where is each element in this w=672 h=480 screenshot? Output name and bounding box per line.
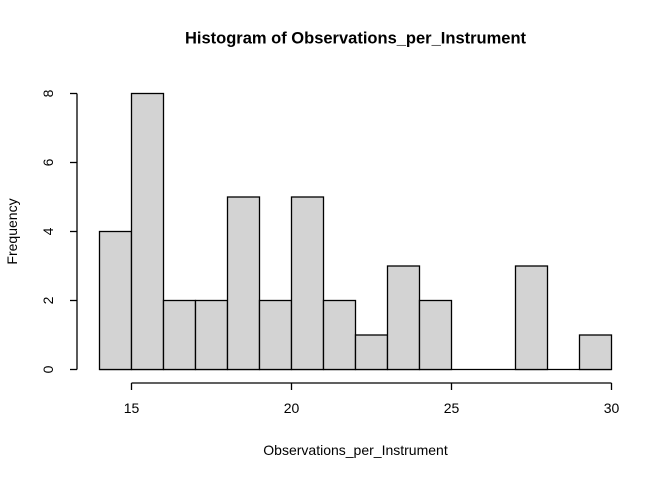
histogram-bar — [354, 334, 389, 371]
y-tick-label: 4 — [40, 227, 56, 235]
chart-title: Histogram of Observations_per_Instrument — [185, 30, 527, 48]
histogram-bar — [290, 196, 325, 371]
y-tick-label: 8 — [40, 89, 56, 97]
histogram-bar — [578, 334, 613, 371]
x-axis-title: Observations_per_Instrument — [263, 442, 448, 458]
histogram-bar — [226, 196, 261, 371]
y-tick-label: 6 — [40, 158, 56, 166]
histogram-bar — [514, 265, 549, 371]
x-tick-label: 15 — [124, 400, 140, 416]
x-tick-label: 20 — [284, 400, 300, 416]
histogram-bar — [98, 230, 133, 371]
y-tick-label: 0 — [40, 365, 56, 373]
histogram-bar — [322, 299, 357, 371]
histogram-bar — [162, 299, 197, 371]
histogram-bar — [194, 299, 229, 371]
y-tick-label: 2 — [40, 296, 56, 304]
x-tick-label: 25 — [444, 400, 460, 416]
histogram-bar — [130, 92, 165, 371]
histogram-bar — [418, 299, 453, 371]
x-tick-label: 30 — [604, 400, 620, 416]
histogram-bar — [258, 299, 293, 371]
y-axis-title: Frequency — [4, 198, 20, 264]
histogram-bar — [386, 265, 421, 371]
